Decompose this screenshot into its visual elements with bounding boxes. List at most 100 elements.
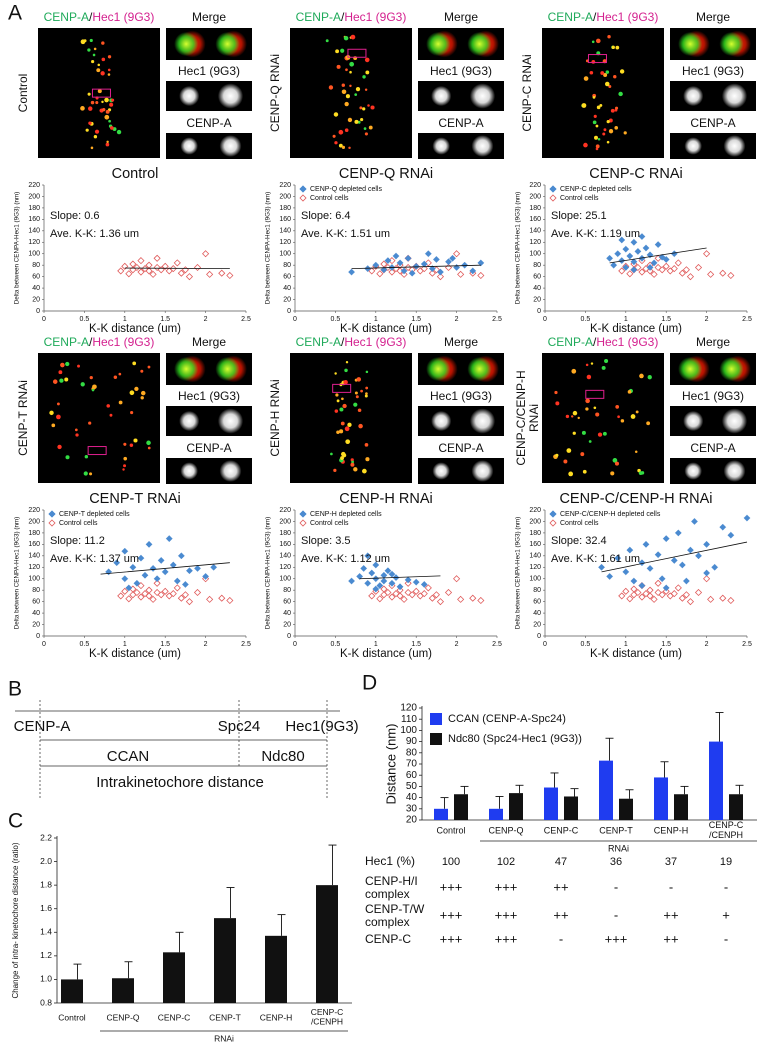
data-point	[642, 540, 650, 548]
table-cell: -	[724, 931, 728, 946]
x-tick-label: 1	[624, 316, 628, 323]
bar	[674, 794, 688, 820]
x-tick-label: CENP-T	[209, 1012, 241, 1022]
chart-title: Control	[112, 166, 159, 182]
micrograph-spot	[105, 109, 110, 114]
micrograph	[542, 353, 664, 483]
micrograph-spot	[87, 48, 91, 52]
micrograph-spot	[607, 35, 611, 39]
y-tick-label: 110	[401, 714, 417, 725]
error-bar	[715, 712, 724, 742]
stain-label-part: Hec1 (9G3)	[92, 335, 154, 349]
data-point	[384, 588, 392, 597]
data-point	[428, 594, 436, 602]
data-point	[368, 592, 376, 600]
y-tick-label: 2.0	[40, 856, 52, 866]
x-tick-label: CENP-T	[599, 825, 633, 835]
trend-line	[601, 541, 748, 573]
micrograph-spot	[108, 119, 111, 123]
micrograph-spot	[368, 125, 373, 130]
micrograph-spot	[583, 76, 589, 81]
zoom-spot	[723, 135, 746, 157]
micrograph-spot	[364, 132, 368, 136]
zoom-spot	[215, 31, 240, 57]
micrograph-spot	[96, 68, 101, 73]
y-tick-label: 140	[28, 553, 40, 560]
y-tick-label: 0	[36, 633, 40, 640]
table-cell: -	[614, 879, 618, 894]
micrograph-spot	[595, 412, 600, 417]
micrograph-spot	[101, 41, 105, 45]
micrograph-spot	[355, 395, 359, 399]
legend-marker	[299, 510, 307, 518]
micrograph-spot	[566, 448, 572, 453]
data-point	[626, 270, 634, 278]
data-point	[121, 575, 129, 583]
micrograph-spot	[364, 57, 370, 63]
table-cell: 36	[610, 856, 622, 868]
y-tick-label: 180	[279, 530, 291, 537]
error-bar	[226, 887, 235, 919]
legend-marker	[48, 519, 56, 527]
data-point	[658, 575, 666, 583]
micrograph-spot	[350, 462, 355, 467]
micrograph-spot	[334, 409, 339, 413]
micrograph-spot	[116, 129, 122, 135]
micrograph-spot	[345, 360, 349, 364]
micrograph-spot	[107, 55, 112, 59]
data-point	[125, 595, 133, 603]
micrograph-spot	[129, 390, 135, 396]
data-point	[420, 260, 428, 268]
table-cell: -	[559, 931, 563, 946]
data-point	[707, 270, 715, 278]
y-tick-label: 20	[32, 621, 40, 628]
data-point	[137, 268, 145, 276]
data-point	[424, 259, 432, 267]
data-point	[477, 271, 485, 280]
y-tick-label: 20	[533, 296, 541, 303]
zoom-spot	[467, 31, 492, 57]
micrograph-spot	[118, 372, 122, 376]
y-tick-label: 220	[529, 507, 541, 514]
y-axis-label: Distance (nm)	[383, 724, 398, 805]
y-tick-label: 1.6	[40, 903, 52, 913]
micrograph-spot	[60, 362, 65, 368]
data-point	[630, 591, 638, 599]
data-point	[670, 556, 678, 564]
error-bar	[73, 963, 82, 980]
data-point	[707, 595, 715, 603]
data-point	[206, 595, 214, 603]
y-tick-label: 30	[406, 803, 418, 814]
table-cell: +	[722, 907, 730, 922]
data-point	[218, 269, 226, 277]
bar	[509, 793, 523, 820]
y-tick-label: 40	[283, 610, 291, 617]
legend-swatch	[430, 733, 442, 745]
micrograph-spot	[341, 451, 346, 457]
zoom-spot	[426, 31, 451, 57]
data-point	[654, 263, 662, 272]
data-point	[202, 250, 210, 258]
x-tick-label: 0	[543, 641, 547, 648]
hec1-label: Hec1 (9G3)	[430, 64, 492, 78]
micrograph-spot	[606, 119, 610, 124]
x-axis-label: K-K distance (um)	[89, 323, 181, 335]
micrograph-spot	[618, 91, 623, 97]
stain-label: CENP-A/Hec1 (9G3)	[296, 10, 407, 24]
diagram-b: CENP-A Spc24 Hec1(9G3) CCAN Ndc80 Intrak…	[14, 700, 359, 800]
y-tick-label: 80	[32, 587, 40, 594]
x-tick-label: 2	[705, 641, 709, 648]
micrograph-spot	[350, 34, 356, 40]
y-tick-label: 200	[529, 193, 541, 200]
micrograph-spot	[363, 127, 367, 130]
data-point	[743, 514, 751, 522]
micrograph-spot	[608, 84, 612, 88]
data-point	[364, 552, 372, 560]
zoom-spot	[431, 85, 452, 107]
error-bar	[460, 785, 469, 795]
y-tick-label: 200	[279, 518, 291, 525]
x-tick-label: CENP-H	[260, 1012, 293, 1022]
data-point	[650, 595, 658, 603]
